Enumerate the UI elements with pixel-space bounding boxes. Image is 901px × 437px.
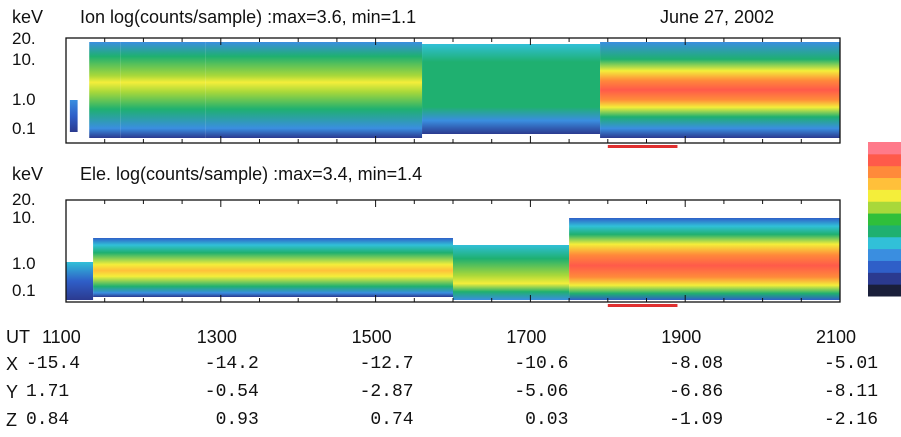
ephem-x-value: -12.7 — [359, 354, 414, 374]
ephem-x-value: -8.08 — [669, 354, 724, 374]
colorbar — [868, 142, 901, 297]
electron-interval-marker — [607, 304, 678, 307]
colorbar-step — [868, 153, 901, 167]
time-tick-label: 1100 — [42, 327, 81, 347]
colorbar-step — [868, 272, 901, 285]
ephem-y-value: -0.54 — [204, 382, 259, 402]
colorbar-step — [868, 224, 901, 238]
ephem-y-value: -2.87 — [359, 382, 414, 402]
colorbar-step — [868, 201, 901, 214]
ephem-z-value: -1.09 — [669, 410, 724, 430]
ion-ytick-20: 20. — [12, 29, 36, 48]
colorbar-step — [868, 189, 901, 202]
ephem-z-value: 0.93 — [215, 410, 259, 430]
colorbar-step — [868, 213, 901, 226]
time-tick-label: 1900 — [661, 327, 702, 347]
colorbar-step — [868, 177, 901, 190]
ion-interval-marker — [607, 145, 678, 148]
electron-segment-2 — [453, 245, 570, 300]
ephem-y-value: -6.86 — [669, 382, 724, 402]
ephem-z-value: 0.74 — [370, 410, 414, 430]
plot-date: June 27, 2002 — [660, 7, 775, 27]
ion-segment-5 — [205, 42, 423, 138]
time-tick-label: 2100 — [816, 327, 857, 347]
colorbar-step — [868, 165, 901, 179]
ephem-x-label: X — [6, 354, 19, 374]
colorbar-step — [868, 236, 901, 250]
electron-segment-1 — [93, 238, 453, 297]
ephem-z-value: 0.84 — [26, 410, 70, 430]
ephem-x-value: -14.2 — [204, 354, 259, 374]
ephem-y-value: -5.06 — [514, 382, 569, 402]
ephem-y-value: 1.71 — [26, 382, 70, 402]
ele-ytick-20: 20. — [12, 190, 36, 209]
ion-panel-title: Ion log(counts/sample) :max=3.6, min=1.1 — [80, 7, 417, 27]
colorbar-step — [868, 248, 901, 261]
ephem-y-label: Y — [6, 382, 19, 402]
ele-ylabel: keV — [12, 164, 44, 184]
colorbar-step — [868, 260, 901, 273]
ephem-z-label: Z — [6, 410, 17, 430]
ion-ytick-10: 10. — [12, 50, 36, 69]
colorbar-step — [868, 142, 901, 155]
ephem-x-value: -5.01 — [823, 354, 878, 374]
ion-segment-4 — [120, 42, 206, 138]
colorbar-step — [868, 284, 901, 297]
ele-ytick-10: 10. — [12, 208, 36, 227]
ion-ytick-1: 1.0 — [12, 90, 36, 109]
ele-ytick-01: 0.1 — [12, 281, 36, 300]
ion-segment-6 — [422, 44, 601, 134]
ele-panel-title: Ele. log(counts/sample) :max=3.4, min=1.… — [80, 164, 423, 184]
ephem-x-value: -15.4 — [26, 354, 81, 374]
ion-ylabel: keV — [12, 7, 44, 27]
ele-ytick-1: 1.0 — [12, 254, 36, 273]
time-tick-label: 1700 — [506, 327, 547, 347]
time-tick-label: 1500 — [351, 327, 392, 347]
electron-segment-3 — [569, 218, 840, 300]
ion-segment-3 — [89, 42, 121, 138]
ion-segment-7 — [600, 42, 840, 138]
ion-segment-1 — [69, 100, 78, 132]
ephem-y-value: -8.11 — [823, 382, 878, 402]
ephem-z-value: 0.03 — [525, 410, 569, 430]
ephem-z-value: -2.16 — [823, 410, 878, 430]
time-tick-label: 1300 — [196, 327, 237, 347]
ephem-x-value: -10.6 — [514, 354, 569, 374]
electron-segment-0 — [66, 262, 94, 300]
time-axis-label: UT — [6, 327, 30, 347]
ion-ytick-01: 0.1 — [12, 119, 36, 138]
